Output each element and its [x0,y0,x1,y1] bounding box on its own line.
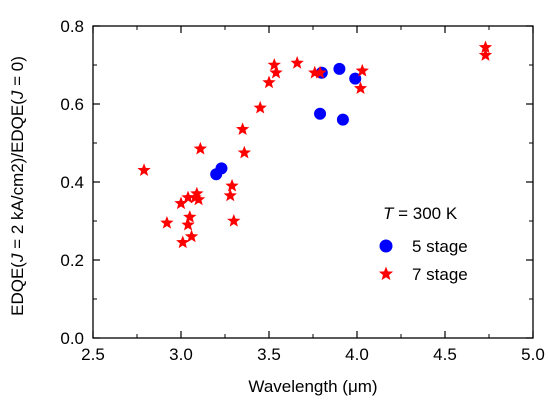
data-point-7-stage [353,81,368,95]
data-point-7-stage [184,229,199,243]
data-point-5-stage [333,62,346,75]
y-axis-label: EDQE(J = 2 kA/cm2)/EDQE(J = 0) [8,56,27,316]
legend-label-5-stage: 5 stage [412,237,468,256]
data-point-7-stage [235,122,250,136]
data-point-7-stage [227,214,241,227]
x-tick-label: 3.5 [257,345,281,364]
data-point-7-stage [313,65,327,79]
data-point-7-stage [181,217,195,231]
data-point-7-stage [290,56,304,69]
data-point-7-stage [137,163,151,176]
x-tick-label: 3.0 [169,345,193,364]
data-point-7-stage [193,141,208,155]
data-point-7-stage [267,58,281,71]
x-tick-label: 2.5 [81,345,105,364]
legend: T = 300 K 5 stage 7 stage [378,204,468,284]
data-point-7-stage [225,178,239,192]
x-tick-label: 5.0 [521,345,545,364]
data-point-7-stage [183,210,197,223]
data-point-7-stage [191,192,206,206]
x-axis-label: Wavelength (μm) [248,377,377,396]
legend-marker-star [378,266,394,281]
data-point-7-stage [253,100,267,114]
data-point-5-stage [215,162,228,175]
data-point-7-stage [176,235,190,249]
data-point-7-stage [223,188,237,202]
axis-ticks: 2.5 3.0 3.5 4.0 4.5 5.0 0.0 0.2 0.4 0.6 0.8 [60,17,544,364]
data-point-7-stage [190,186,204,200]
x-tick-label: 4.5 [433,345,457,364]
data-point-7-stage [262,75,276,89]
y-tick-label: 0.0 [60,329,84,348]
y-tick-label: 0.8 [60,17,84,36]
y-tick-label: 0.2 [60,251,84,270]
y-tick-label: 0.6 [60,95,84,114]
data-point-7-stage [174,196,188,210]
data-point-7-stage [478,48,493,61]
legend-label-7-stage: 7 stage [412,265,468,284]
y-tick-label: 0.4 [60,173,84,192]
data-point-7-stage [181,190,195,204]
data-point-7-stage [160,215,174,229]
data-point-7-stage [478,40,493,54]
data-point-5-stage [349,72,362,85]
data-point-7-stage [355,63,369,77]
legend-title: T = 300 K [383,204,458,223]
legend-marker-circle [379,239,393,253]
data-point-7-stage [308,65,322,79]
data-point-7-stage [269,65,283,79]
data-marks [137,40,493,249]
data-point-7-stage [237,145,252,159]
x-tick-label: 4.0 [345,345,369,364]
data-point-5-stage [314,107,327,120]
data-point-5-stage [336,113,349,126]
